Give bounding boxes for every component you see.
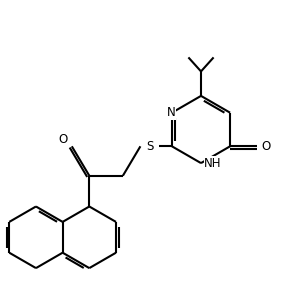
- Text: S: S: [146, 140, 153, 153]
- Text: NH: NH: [204, 156, 222, 170]
- Text: O: O: [262, 140, 271, 153]
- Text: O: O: [59, 133, 68, 146]
- Text: N: N: [167, 106, 175, 119]
